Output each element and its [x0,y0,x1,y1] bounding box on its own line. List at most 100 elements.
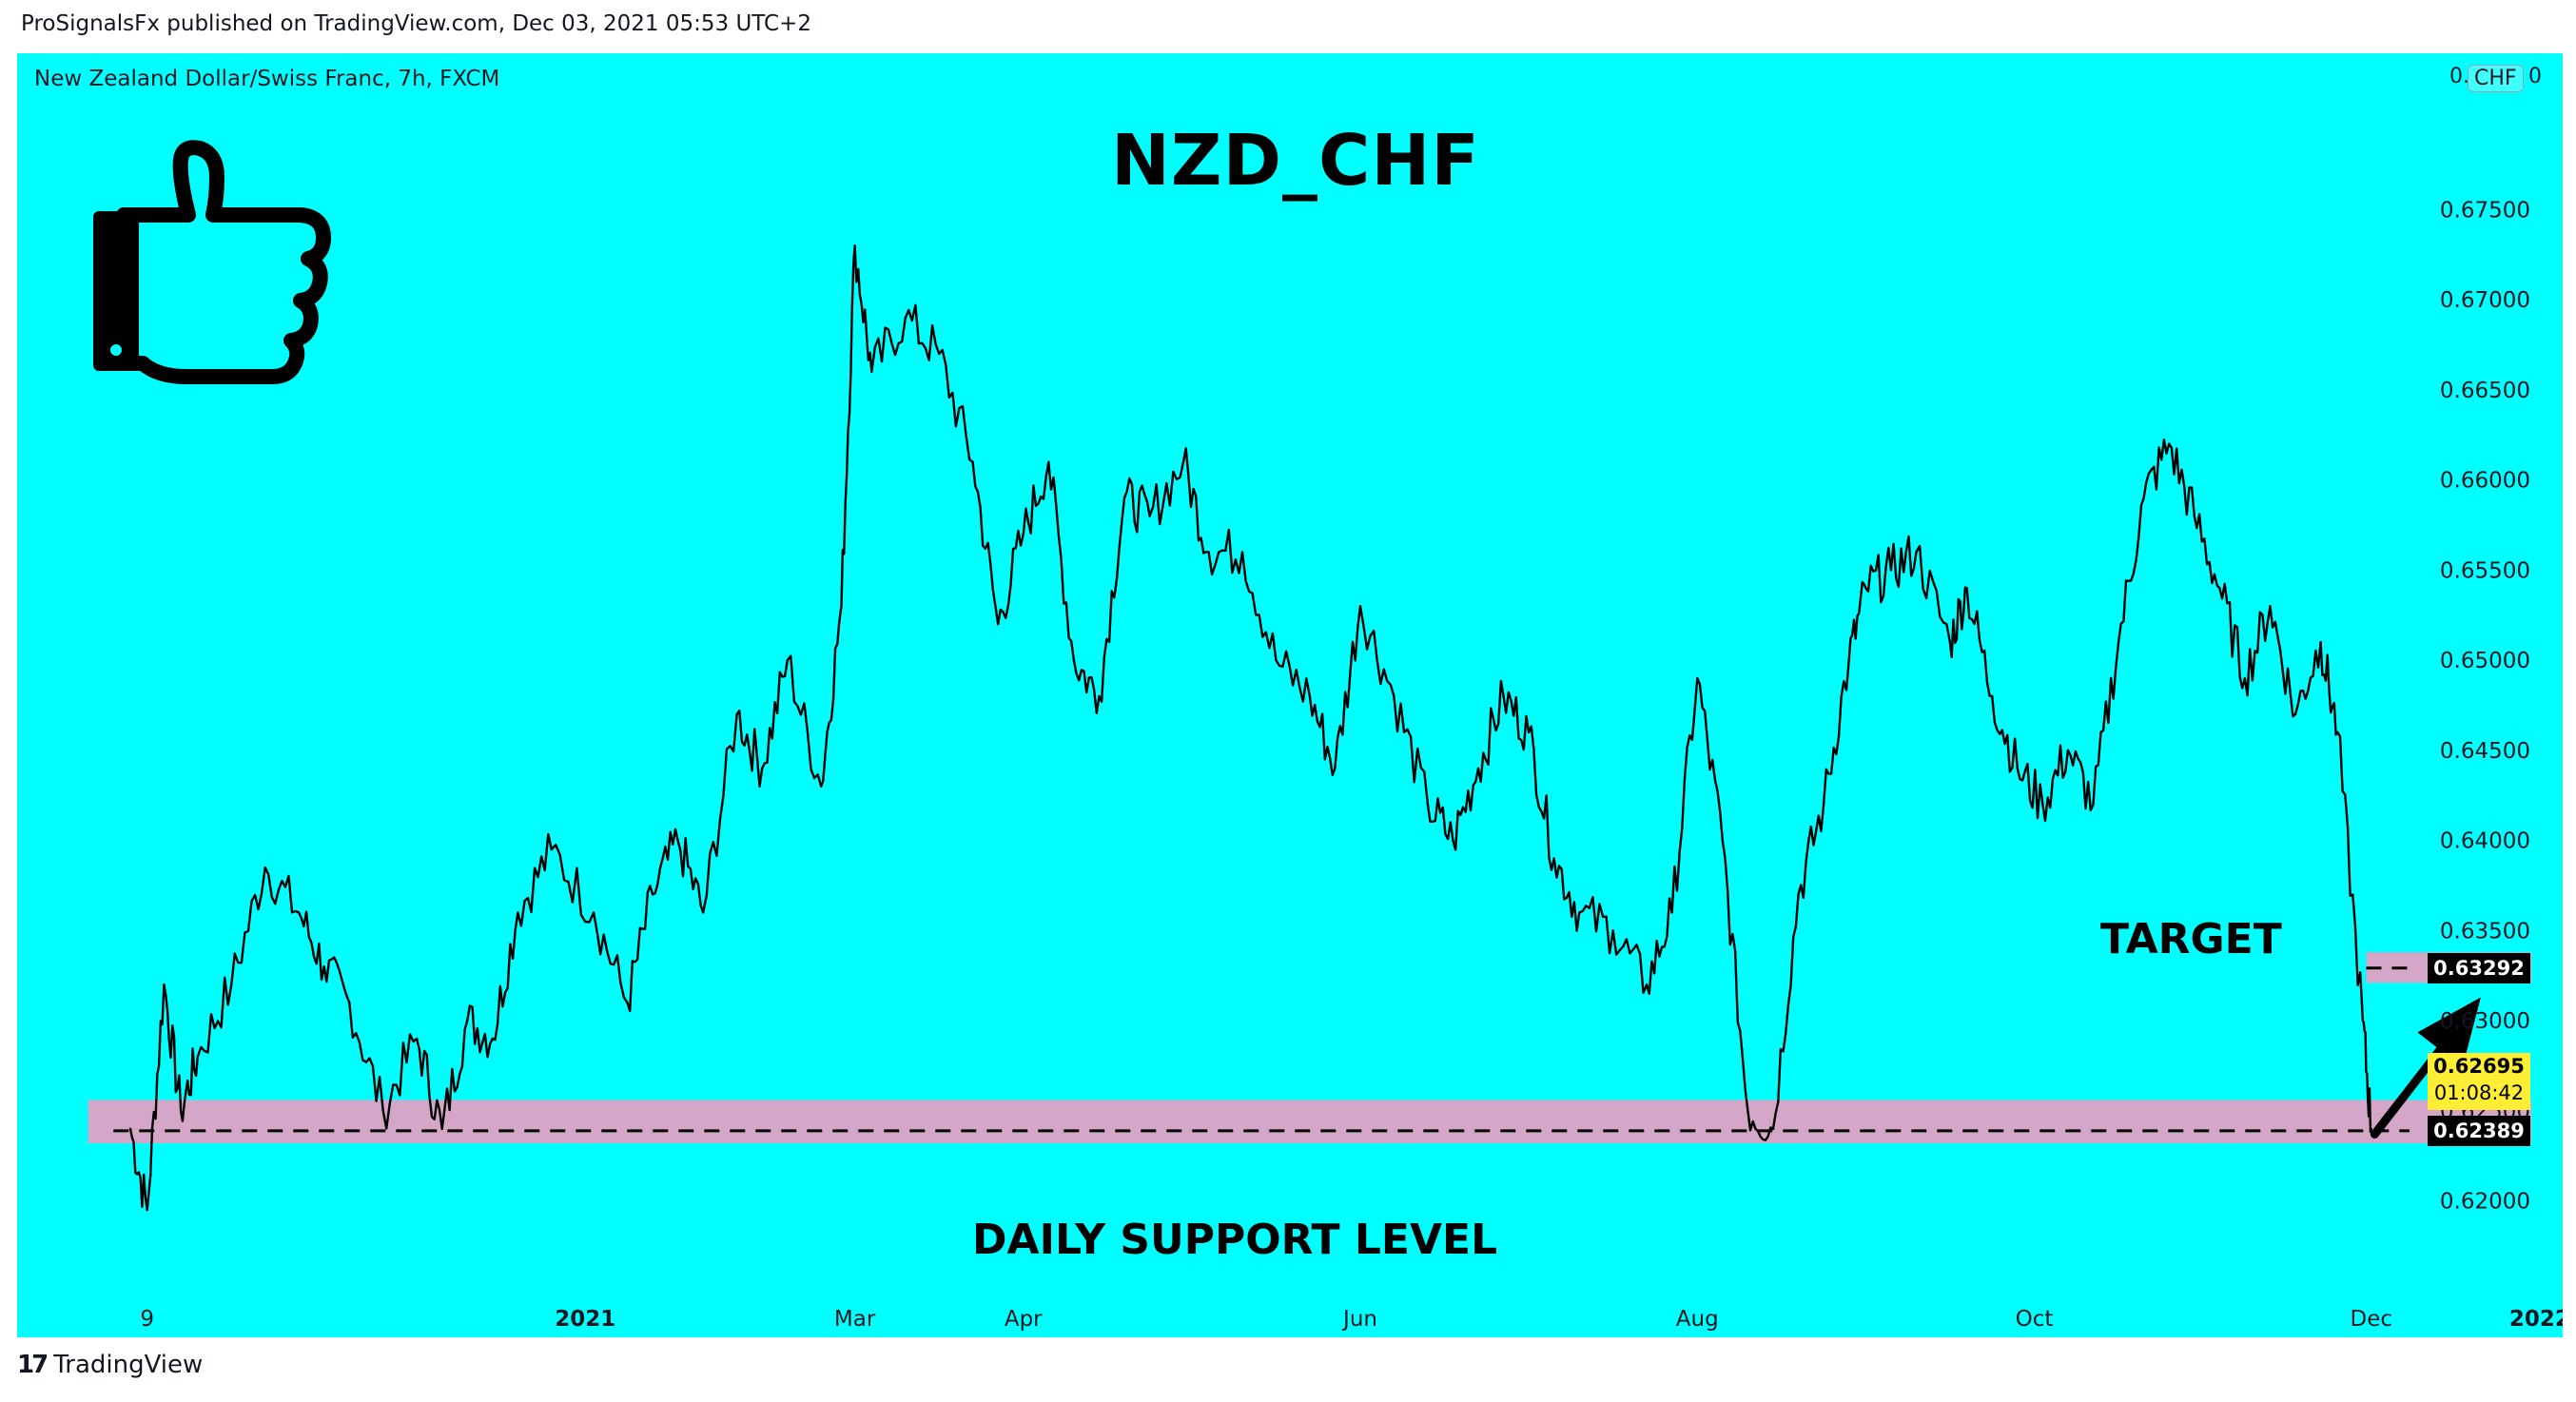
price-point [1502,694,1505,698]
price-point [1915,551,1918,554]
price-point [1864,587,1867,590]
price-point [2092,803,2095,806]
price-point [1611,929,1614,932]
bar-countdown: 01:08:42 [2433,1081,2525,1104]
price-point [2218,587,2221,590]
x-tick-label: Jun [1341,1307,1377,1332]
price-point [2370,1127,2372,1130]
price-point [1122,497,1126,499]
price-point [786,658,789,662]
x-tick-label: Aug [1676,1307,1719,1332]
price-point [1308,694,1312,698]
x-tick-label: Dec [2350,1307,2392,1332]
price-point [2168,442,2171,445]
tradingview-footer[interactable]: 17 TradingView [17,1351,203,1379]
x-tick-label: 2021 [555,1307,615,1332]
tradingview-brand: TradingView [53,1351,204,1379]
y-tick-label: 0.63000 [2440,1009,2530,1034]
price-point [2142,497,2145,499]
price-point [230,983,233,986]
price-point [1047,460,1050,463]
price-point [971,460,974,463]
price-point [735,712,738,716]
price-point [2336,730,2339,734]
y-tick-label: 0.65000 [2440,649,2530,673]
price-point [1072,658,1076,662]
x-tick-label: 9 [140,1307,154,1332]
price-point [626,1001,629,1004]
y-tick-label: 0.65500 [2440,558,2530,583]
y-tick-label: 0.63500 [2440,919,2530,944]
price-point [996,623,1000,626]
price-point [1334,767,1337,769]
price-tag-target: 0.63292 [2428,952,2530,983]
price-point [1696,676,1699,680]
price-point [1645,983,1649,986]
price-point [1426,803,1430,806]
support-zone [88,1100,2532,1143]
y-tick-label: 0.67500 [2440,198,2530,223]
price-point [840,605,843,608]
price-point [348,1001,351,1004]
price-point [1822,803,1825,806]
price-point [440,1127,443,1130]
y-tick-label: 0.66500 [2440,379,2530,403]
price-scale-currency-partial: 0. 0 [2449,65,2542,88]
currency-badge[interactable]: CHF [2468,65,2524,92]
price-point [1452,839,1454,842]
price-point [1393,694,1395,698]
price-point [1771,1127,1775,1130]
chart-title: NZD_CHF [1111,120,1480,202]
price-point [1991,694,1994,698]
y-tick-label: 0.66000 [2440,469,2530,494]
price-point [904,316,907,320]
y-tick-label: 0.62000 [2440,1190,2530,1215]
price-point [297,911,301,914]
chart-area[interactable]: 0.67500 0.67000 0.66500 0.66000 0.65500 0.650… [17,53,2563,1337]
price-point [2016,767,2019,769]
price-point [820,785,823,788]
price-point [1797,893,1800,896]
price-point [1747,1109,1749,1113]
price-point [1847,658,1850,662]
price-point [1240,551,1244,554]
price-point [853,244,856,247]
price-series-line [128,244,2372,1212]
price-point [2319,640,2322,644]
symbol-line: New Zealand Dollar/Swiss Franc, 7h, FXCM [34,67,500,91]
price-point [1098,694,1101,698]
x-tick-label: 2022 [2509,1307,2563,1332]
price-point [2293,712,2297,716]
price-point [146,1208,148,1212]
last-price: 0.62695 [2433,1054,2525,1078]
chart-canvas[interactable]: 0.67500 0.67000 0.66500 0.66000 0.65500 0.650… [17,53,2563,1337]
price-point [1670,911,1673,914]
price-point [2243,676,2247,680]
price-point [1527,730,1531,734]
price-point [1721,839,1725,842]
price-point [263,866,266,869]
x-tick-label: Oct [2016,1307,2054,1332]
tradingview-logo-icon: 17 [17,1351,49,1379]
price-point [2361,1019,2365,1022]
price-point [2041,803,2044,806]
price-point [550,847,553,851]
price-point [937,352,941,356]
price-point [1181,460,1185,463]
price-point [322,965,325,968]
price-point [1948,640,1952,644]
price-point [676,839,679,842]
price-point [2269,605,2272,608]
x-tick-label: Mar [834,1307,876,1332]
price-point [592,911,595,914]
price-point [1022,533,1025,535]
price-point [1965,587,1968,590]
price-point [491,1037,495,1041]
price-point [2117,640,2120,644]
target-arrow-head [2417,997,2481,1068]
price-point [1476,767,1480,769]
price-point [1148,515,1151,517]
price-point [517,911,519,914]
last-price-tag: 0.62695 01:08:42 [2428,1052,2530,1110]
price-point [466,1019,469,1022]
